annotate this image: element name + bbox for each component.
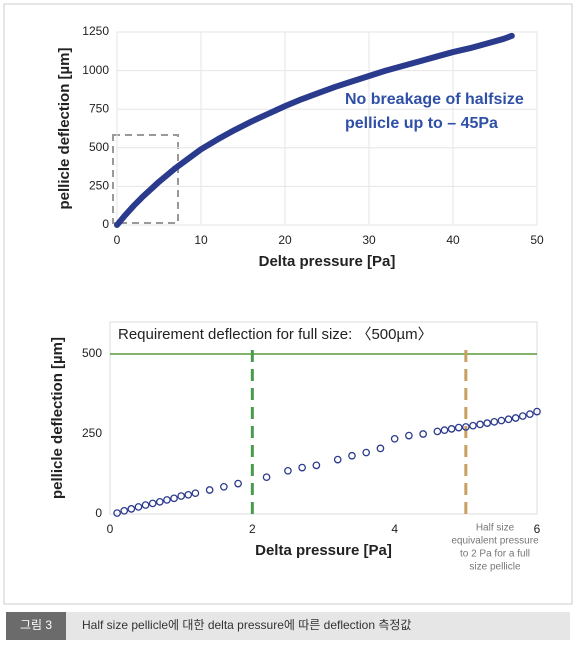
data-point [461, 423, 470, 431]
caption-box [66, 612, 570, 640]
data-point [262, 473, 271, 482]
y-axis-label: pellicle deflection [µm] [49, 337, 66, 499]
x-axis-label: Delta pressure [Pa] [259, 253, 396, 270]
y-axis-label: pellicle deflection [µm] [56, 47, 73, 209]
caption-label-box [6, 612, 66, 640]
data-point [234, 479, 242, 488]
data-point [120, 506, 129, 515]
data-point [155, 497, 164, 506]
x-tick-label: 6 [534, 522, 541, 536]
data-point [362, 448, 371, 457]
annotation: Requirement deflection for full size: 〈5… [118, 326, 433, 343]
data-point [148, 499, 157, 508]
data-line [114, 32, 515, 228]
x-tick-label: 10 [194, 233, 208, 247]
y-tick-label: 250 [82, 426, 102, 440]
data-point [476, 420, 484, 429]
x-tick-label: 0 [114, 233, 121, 247]
data-point [141, 501, 150, 509]
data-point [405, 431, 413, 440]
data-point [333, 455, 342, 464]
data-point [454, 423, 463, 432]
annotation: pellicle up to – 45Pa [345, 115, 498, 132]
data-point [348, 451, 356, 460]
caption-text: Half size pellicle에 대한 delta pressure에 따… [82, 618, 411, 632]
data-point [497, 416, 506, 425]
data-point [284, 466, 292, 475]
y-tick-label: 750 [89, 101, 109, 115]
x-tick-label: 30 [362, 233, 376, 247]
data-point [127, 505, 136, 513]
data-point [490, 417, 499, 426]
data-point [504, 415, 513, 424]
annotation: to 2 Pa for a full [460, 549, 530, 560]
data-point [440, 426, 449, 435]
x-tick-label: 2 [249, 522, 256, 536]
data-point [191, 489, 200, 498]
data-point [447, 425, 456, 433]
annotation: Half size [476, 523, 515, 534]
y-tick-label: 500 [89, 140, 109, 154]
x-tick-label: 50 [530, 233, 544, 247]
y-tick-label: 250 [89, 179, 109, 193]
data-point [433, 427, 442, 436]
annotation: size pellicle [469, 562, 521, 573]
x-tick-label: 0 [107, 522, 114, 536]
data-point [113, 509, 121, 517]
data-point [312, 461, 321, 470]
plot-area [109, 321, 538, 515]
x-tick-label: 40 [446, 233, 460, 247]
y-tick-label: 0 [102, 217, 109, 231]
y-tick-label: 0 [95, 506, 102, 520]
data-point [184, 490, 193, 499]
data-point [419, 430, 427, 438]
data-point [511, 414, 520, 422]
data-point [483, 419, 492, 427]
data-point [533, 407, 541, 416]
data-point [205, 486, 214, 494]
y-tick-label: 1250 [82, 24, 109, 38]
data-point [163, 496, 171, 504]
data-point [134, 503, 143, 511]
data-point [220, 482, 228, 491]
data-point [469, 421, 477, 430]
data-point [298, 463, 306, 472]
data-point [170, 494, 178, 503]
zoom-box [112, 134, 179, 224]
data-point [518, 412, 527, 420]
data-point [390, 434, 399, 443]
x-tick-label: 4 [391, 522, 398, 536]
data-point [376, 444, 385, 453]
data-point [177, 492, 186, 500]
annotation: equivalent pressure [451, 536, 539, 547]
y-tick-label: 1000 [82, 63, 109, 77]
x-tick-label: 20 [278, 233, 292, 247]
figure-border [3, 3, 573, 605]
data-point [526, 410, 534, 419]
annotation: No breakage of halfsize [345, 91, 524, 108]
caption-label: 그림 3 [20, 618, 52, 632]
x-axis-label: Delta pressure [Pa] [255, 542, 392, 559]
y-tick-label: 500 [82, 346, 102, 360]
